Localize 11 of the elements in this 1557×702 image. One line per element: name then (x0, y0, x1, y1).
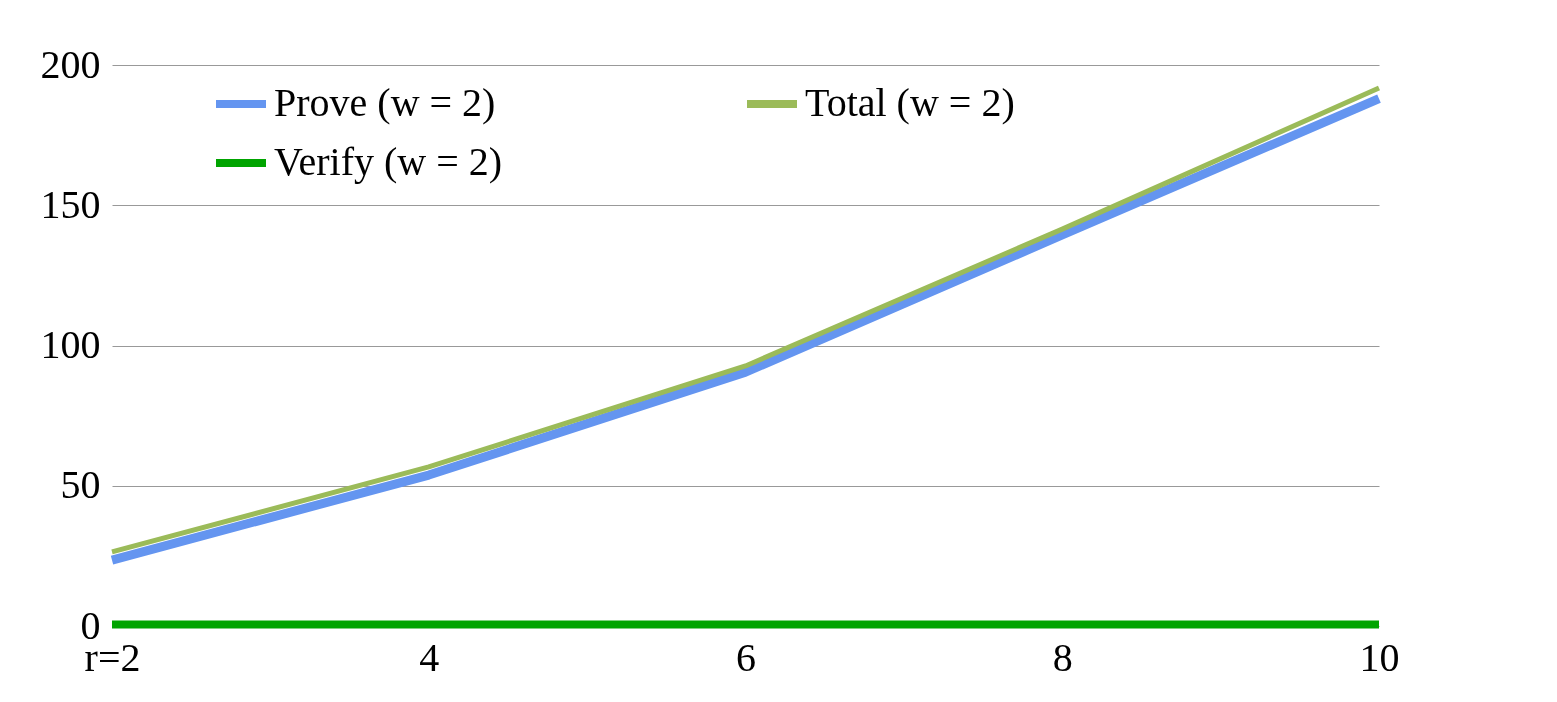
x-tick-label: 6 (736, 634, 756, 680)
x-tick-label: 4 (419, 634, 440, 680)
y-tick-label: 50 (60, 462, 101, 508)
legend-label: Verify (w = 2) (274, 139, 503, 184)
x-tick-label: 8 (1052, 634, 1073, 680)
legend-label: Prove (w = 2) (274, 80, 496, 125)
x-tick-label: 10 (1359, 634, 1400, 680)
y-tick-label: 200 (40, 41, 101, 87)
y-tick-label: 100 (40, 322, 101, 367)
y-tick-label: 150 (40, 181, 101, 227)
legend-label: Total (w = 2) (805, 80, 1015, 125)
